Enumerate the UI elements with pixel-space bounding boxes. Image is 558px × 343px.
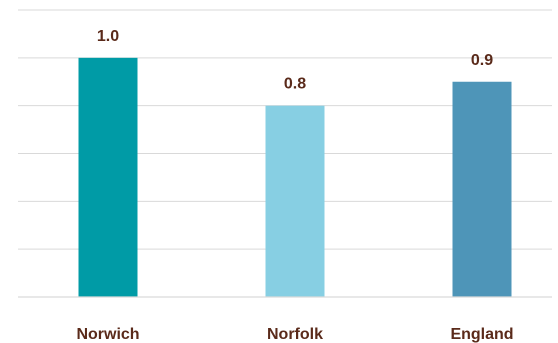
data-labels: 1.0 0.8 0.9 <box>97 28 493 93</box>
data-label-norfolk: 0.8 <box>284 76 306 93</box>
bar-norfolk <box>265 105 325 298</box>
data-label-england: 0.9 <box>471 52 493 69</box>
category-label-norwich: Norwich <box>76 326 139 343</box>
bar-england <box>452 81 512 297</box>
data-label-norwich: 1.0 <box>97 28 119 45</box>
bars <box>78 57 512 298</box>
category-label-norfolk: Norfolk <box>267 326 323 343</box>
bar-norwich <box>78 57 138 298</box>
x-axis: Norwich Norfolk England <box>18 296 552 343</box>
category-label-england: England <box>450 326 513 343</box>
